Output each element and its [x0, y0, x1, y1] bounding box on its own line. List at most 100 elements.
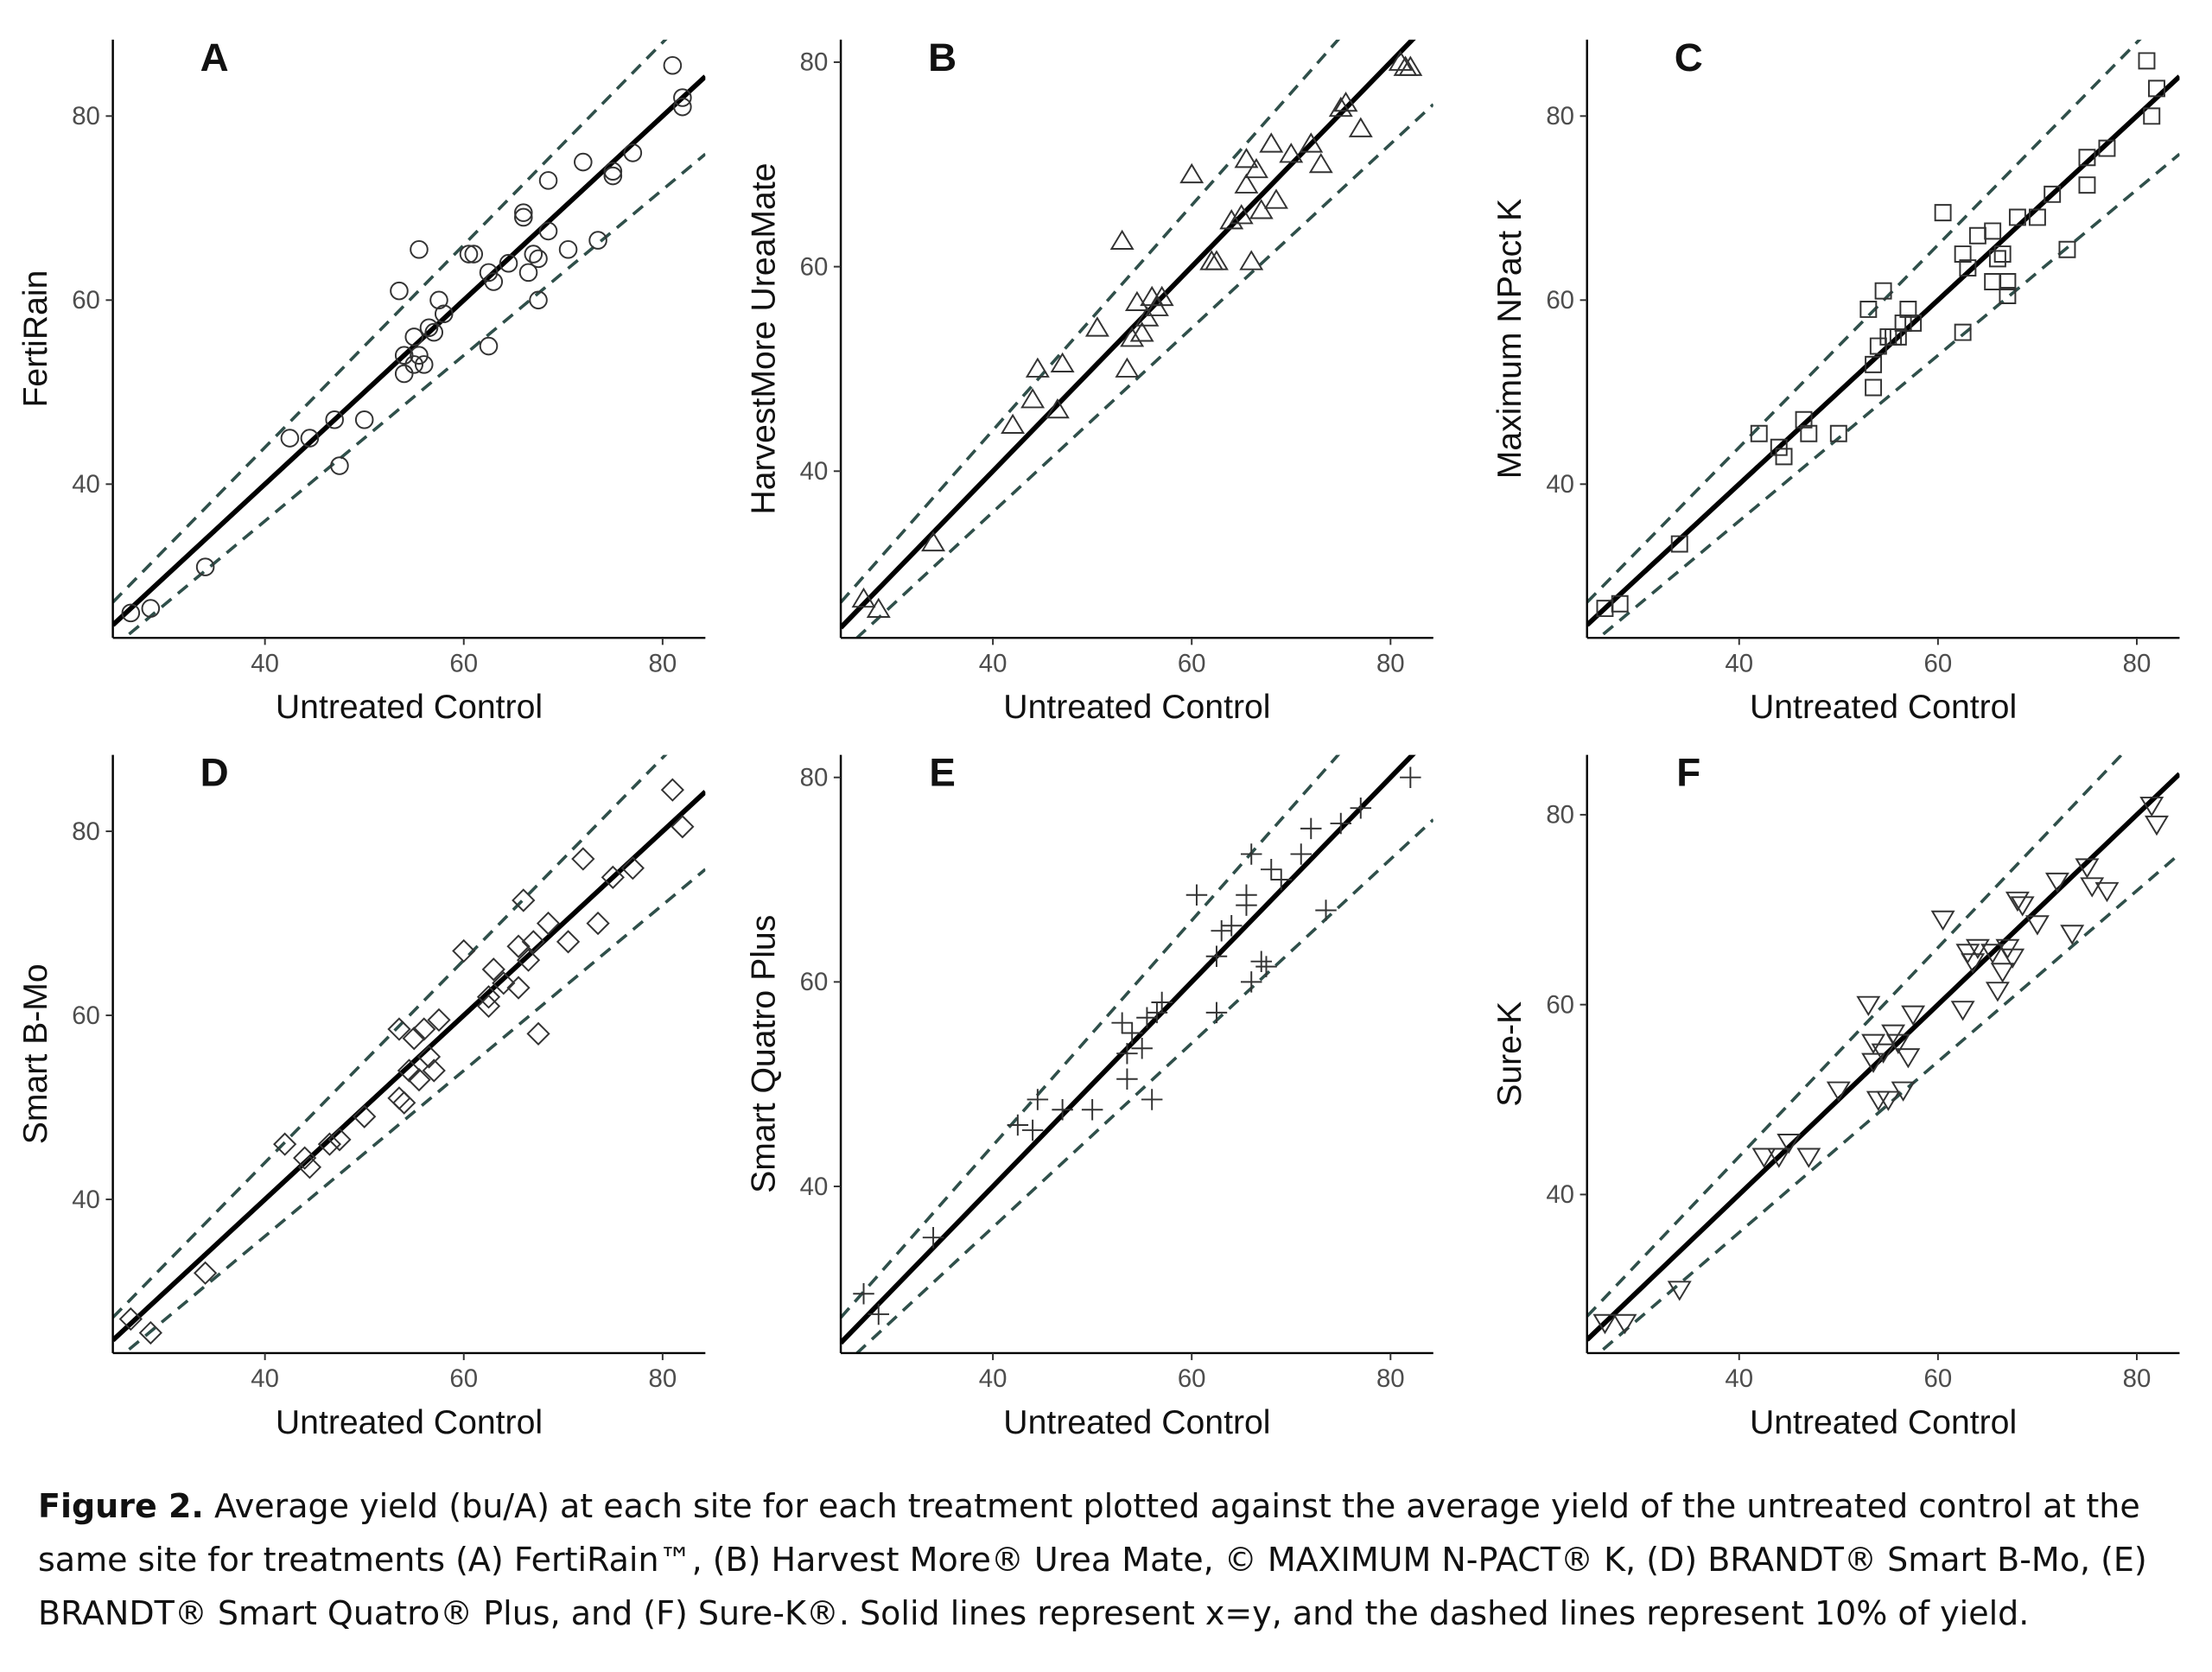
y-axis-label: Sure-K	[1491, 1001, 1529, 1107]
data-point	[1220, 915, 1243, 937]
reference-line	[855, 103, 1433, 639]
data-point	[1984, 222, 2002, 240]
data-point	[2024, 915, 2050, 936]
data-point	[1120, 327, 1145, 347]
data-point	[1592, 1313, 1618, 1335]
x-tick-label: 80	[2123, 1364, 2152, 1393]
data-point	[1859, 301, 1878, 318]
data-point	[1025, 357, 1050, 378]
data-point	[506, 934, 531, 958]
data-point	[1796, 1148, 1821, 1168]
data-point	[138, 1320, 162, 1345]
y-axis-label: Smart Quatro Plus	[745, 915, 782, 1193]
data-point	[1954, 245, 1972, 264]
data-point	[481, 957, 505, 982]
data-point	[512, 888, 536, 912]
data-point	[2078, 149, 2096, 167]
data-point	[1111, 1012, 1133, 1033]
data-point	[2148, 79, 2165, 98]
data-point	[1240, 971, 1262, 993]
data-point	[1388, 50, 1413, 71]
data-point	[434, 304, 454, 324]
data-point	[1861, 1052, 1886, 1073]
data-point	[1116, 1042, 1138, 1065]
data-point	[1290, 843, 1312, 865]
data-point	[538, 221, 558, 241]
data-point	[429, 290, 448, 310]
data-point	[1308, 152, 1333, 174]
reference-line	[1586, 772, 2180, 1342]
data-point	[476, 994, 501, 1019]
data-point	[921, 531, 946, 552]
data-point	[2139, 796, 2164, 817]
data-point	[1959, 259, 1977, 277]
y-axis-label: HarvestMore UreaMate	[745, 163, 782, 515]
x-tick-label: 40	[1725, 649, 1753, 677]
data-point	[392, 1090, 416, 1115]
data-point	[1611, 594, 1629, 613]
data-point	[1050, 352, 1075, 372]
x-tick-label: 80	[2123, 649, 2152, 677]
x-tick-label: 80	[1376, 649, 1405, 677]
data-point	[1264, 188, 1288, 209]
data-point	[2145, 815, 2169, 836]
data-point	[387, 1017, 411, 1041]
data-point	[1141, 1089, 1163, 1110]
y-tick-label: 60	[72, 1001, 100, 1030]
data-point	[673, 88, 692, 107]
panel-title: D	[200, 751, 229, 795]
x-axis-label: Untreated Control	[1003, 689, 1270, 726]
data-point	[1260, 858, 1282, 881]
data-point	[1211, 919, 1232, 942]
y-tick-label: 40	[800, 1173, 829, 1201]
x-axis-label: Untreated Control	[1750, 1404, 2017, 1441]
data-point	[1081, 1099, 1103, 1121]
data-point	[1751, 1148, 1777, 1168]
data-point	[1109, 229, 1135, 250]
data-point	[479, 263, 499, 283]
data-point	[571, 847, 595, 871]
caption: Figure 2. Average yield (bu/A) at each s…	[38, 1479, 2181, 1640]
data-point	[452, 938, 476, 963]
data-point	[1896, 1048, 1921, 1069]
data-point	[536, 911, 561, 936]
data-point	[526, 1021, 550, 1046]
data-point	[1829, 424, 1847, 442]
data-point	[353, 1104, 377, 1128]
data-point	[620, 856, 645, 881]
data-point	[2010, 896, 2035, 917]
data-point	[1800, 424, 1818, 442]
panel: 40 60 80 40 60 80 B Untreated Control HarvestMor…	[745, 35, 1433, 726]
data-point	[1398, 55, 1423, 76]
data-point	[1052, 1099, 1073, 1121]
data-point	[410, 346, 429, 365]
reference-line	[1586, 39, 2142, 604]
reference-line	[122, 868, 706, 1353]
reference-line	[855, 818, 1433, 1353]
data-point	[273, 1132, 297, 1156]
data-point	[1954, 323, 1972, 341]
data-point	[2058, 240, 2076, 258]
data-point	[419, 318, 439, 338]
y-tick-label: 80	[72, 817, 100, 846]
x-axis-label: Untreated Control	[276, 689, 543, 726]
data-point	[1856, 995, 1881, 1016]
data-point	[1871, 1043, 1896, 1064]
reference-line	[841, 754, 1341, 1319]
data-point	[1968, 226, 1986, 245]
data-point	[574, 152, 593, 172]
x-tick-label: 40	[251, 1364, 279, 1393]
data-point	[671, 815, 695, 839]
data-point	[2098, 139, 2116, 157]
data-point	[2094, 881, 2120, 903]
x-axis-label: Untreated Control	[276, 1404, 543, 1441]
panel: 40 60 80 40 60 80 E Untreated Control Smart Quat…	[745, 751, 1433, 1441]
data-point	[524, 245, 543, 264]
data-point	[1328, 96, 1353, 118]
data-point	[1205, 945, 1228, 968]
data-point	[1865, 378, 1883, 397]
y-tick-label: 80	[72, 102, 100, 130]
data-point	[1249, 199, 1274, 219]
data-point	[2000, 948, 2025, 970]
